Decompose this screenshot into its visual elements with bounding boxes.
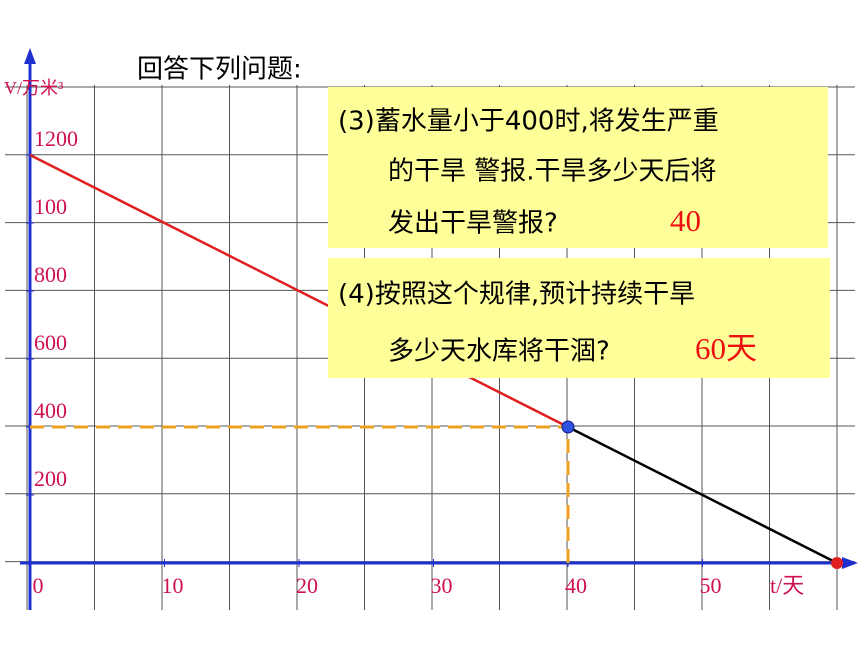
x-axis-label: t/天 <box>770 573 804 598</box>
y-axis-label: V/万米³ <box>4 78 64 98</box>
y-tick-label: 800 <box>34 262 67 287</box>
y-tick-label: 100 <box>34 194 67 219</box>
x-tick-label: 50 <box>700 573 722 598</box>
question-bg <box>328 258 830 378</box>
series-line <box>29 153 569 429</box>
end-point <box>831 557 843 569</box>
title: 回答下列问题: <box>137 55 302 85</box>
y-axis-arrow <box>24 48 36 64</box>
question-line: 发出干旱警报? <box>388 209 558 239</box>
x-tick-label: 20 <box>296 573 318 598</box>
y-tick-label: 600 <box>34 330 67 355</box>
answer: 40 <box>670 203 701 238</box>
question-bg <box>328 87 828 248</box>
series-line <box>567 425 838 565</box>
y-tick-label: 200 <box>34 466 67 491</box>
question-line: (3)蓄水量小于400时,将发生严重 <box>338 107 719 137</box>
x-axis-arrow <box>842 557 858 569</box>
y-tick-label: 400 <box>34 398 67 423</box>
answer: 60天 <box>695 331 757 366</box>
question-line: (4)按照这个规律,预计持续干旱 <box>338 280 695 310</box>
x-tick-label: 0 <box>33 573 44 598</box>
turning-point <box>561 420 575 434</box>
question-line: 多少天水库将干涸? <box>388 337 610 367</box>
y-tick-label: 1200 <box>34 126 78 151</box>
question-line: 的干旱 警报.干旱多少天后将 <box>388 157 717 187</box>
x-tick-label: 30 <box>431 573 453 598</box>
x-tick-label: 40 <box>565 573 587 598</box>
x-tick-label: 10 <box>162 573 184 598</box>
guide-line <box>30 425 570 563</box>
